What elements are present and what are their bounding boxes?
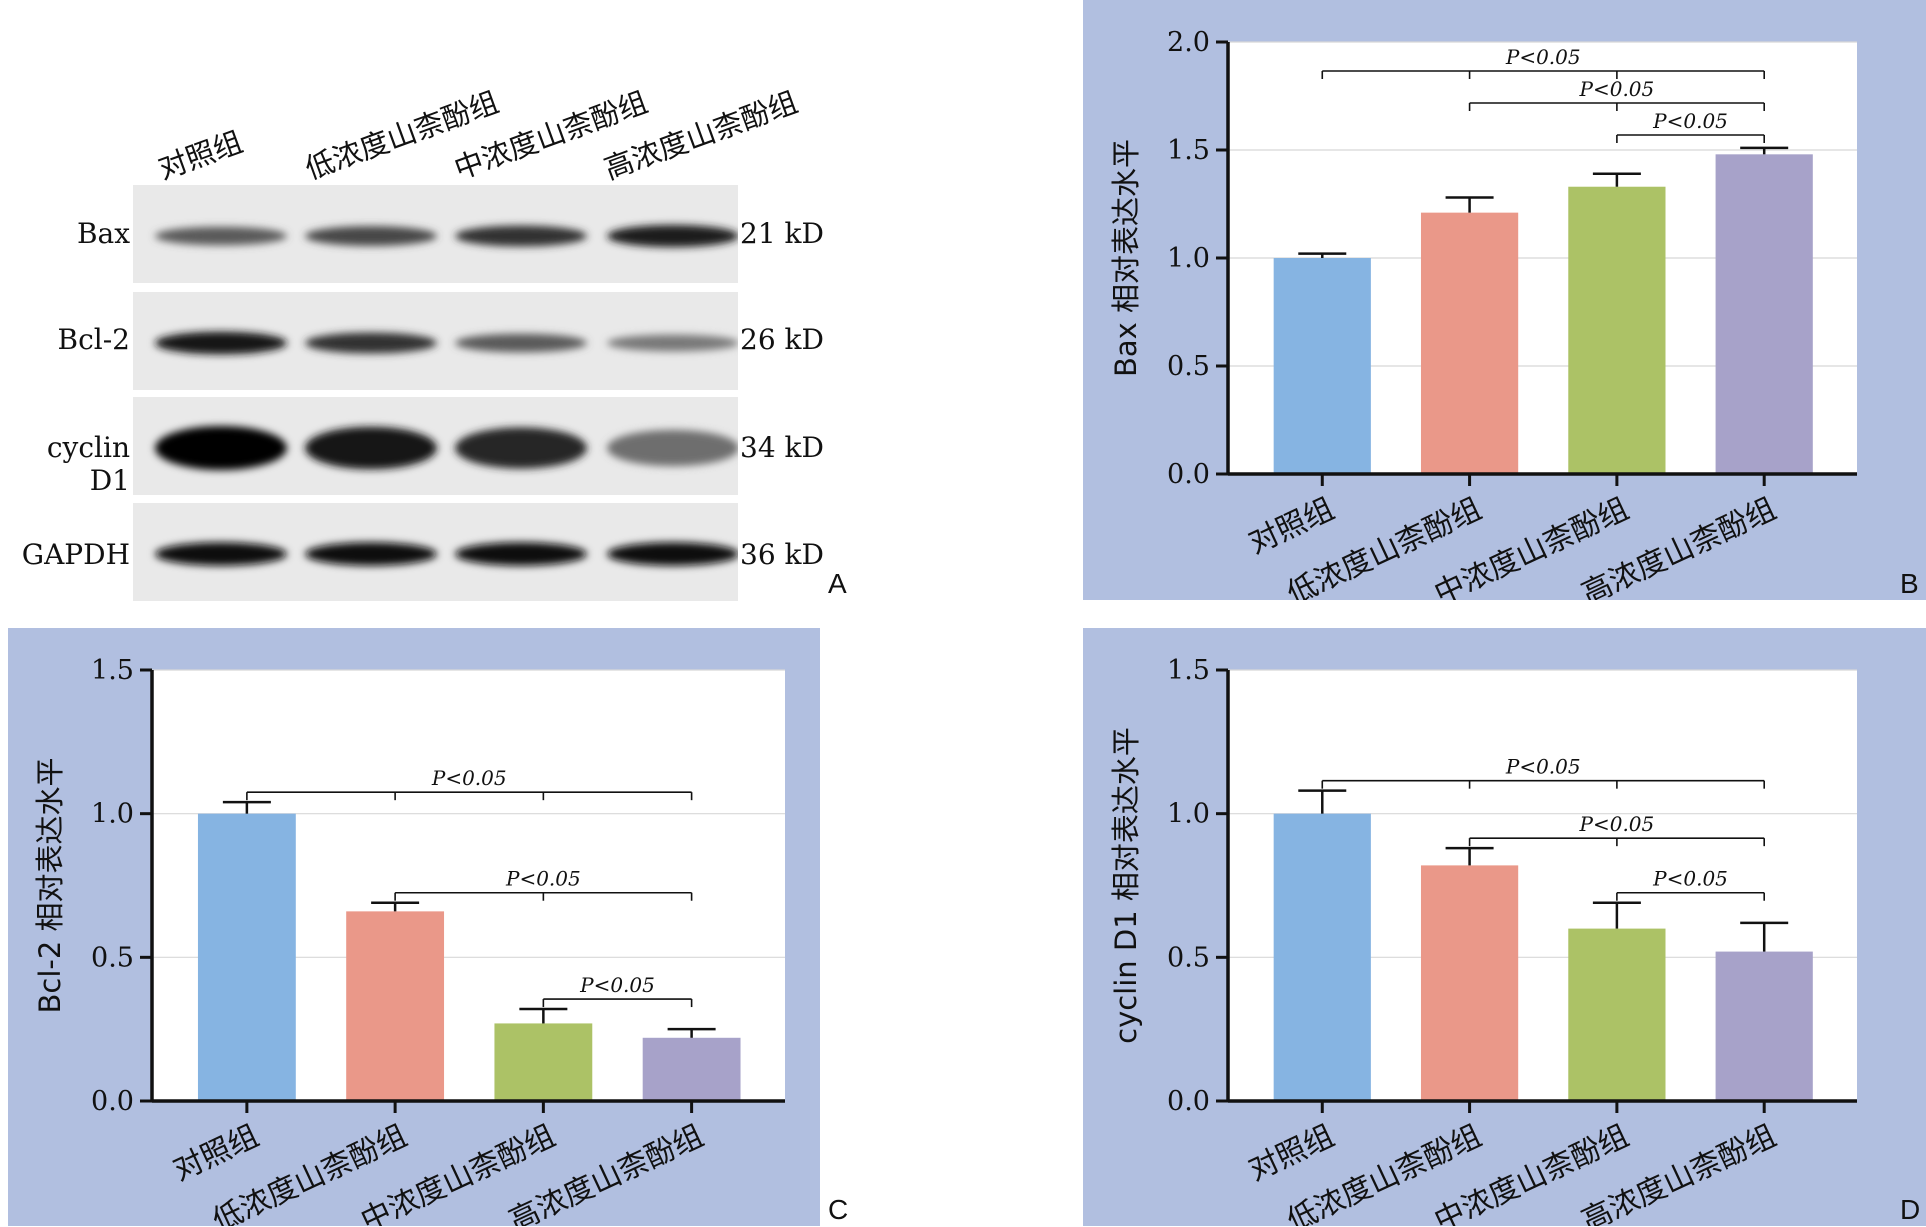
kd-label-bcl2: 26 kD — [740, 323, 824, 356]
blot-band — [455, 225, 587, 247]
blot-band — [155, 426, 287, 470]
x-tick-label: 对照组 — [1243, 1119, 1339, 1189]
blot-band — [155, 331, 287, 355]
band-label-gapdh: GAPDH — [21, 538, 130, 571]
blot-band — [607, 429, 738, 467]
bar — [1273, 258, 1371, 474]
significance-label: P<0.05 — [1652, 109, 1728, 133]
y-tick-label: 1.5 — [1167, 135, 1210, 166]
significance-label: P<0.05 — [579, 973, 655, 997]
y-tick-label: 1.5 — [91, 655, 134, 686]
blot-band — [305, 542, 437, 566]
y-tick-label: 2.0 — [1167, 27, 1210, 58]
significance-bracket: P<0.05 — [1616, 109, 1765, 143]
x-tick-label: 对照组 — [168, 1119, 264, 1189]
band-label-bax: Bax — [76, 217, 130, 250]
kd-label-cyclind1: 34 kD — [740, 431, 824, 464]
blot-strip-gapdh — [133, 503, 738, 601]
blot-strip-bcl2 — [133, 292, 738, 390]
significance-bracket: P<0.05 — [246, 766, 693, 801]
bar — [1420, 212, 1519, 474]
panel-letter-b: B — [1900, 568, 1919, 599]
bar — [1568, 186, 1666, 474]
significance-bracket: P<0.05 — [542, 973, 693, 1008]
band-label-cyclind1: cyclin D1 — [46, 431, 130, 497]
significance-bracket: P<0.05 — [394, 867, 693, 901]
y-tick-label: 0.0 — [1167, 1086, 1210, 1117]
bar — [1420, 865, 1519, 1101]
y-axis-label: Bcl-2 相对表达水平 — [33, 757, 67, 1013]
blot-band — [455, 542, 587, 566]
bar — [494, 1023, 593, 1101]
kd-label-gapdh: 36 kD — [740, 538, 824, 571]
bar — [197, 813, 296, 1101]
blot-band — [455, 427, 587, 469]
bar — [1715, 154, 1813, 474]
significance-bracket: P<0.05 — [1321, 755, 1765, 789]
blot-band — [155, 226, 287, 246]
bar — [1568, 928, 1666, 1101]
significance-label: P<0.05 — [1505, 45, 1581, 69]
significance-label: P<0.05 — [1579, 77, 1655, 101]
y-tick-label: 0.5 — [1167, 351, 1210, 382]
y-tick-label: 1.5 — [1167, 655, 1210, 686]
blot-strip-bax — [133, 185, 738, 283]
y-tick-label: 1.0 — [1167, 799, 1210, 830]
blot-band — [607, 542, 738, 566]
blot-band — [607, 334, 738, 352]
bar — [642, 1037, 741, 1101]
panel-letter-a: A — [828, 568, 847, 599]
y-tick-label: 1.0 — [91, 799, 134, 830]
bar — [1715, 951, 1813, 1101]
significance-label: P<0.05 — [505, 867, 581, 891]
y-tick-label: 1.0 — [1167, 243, 1210, 274]
cyclind1-bar-chart: 0.00.51.01.5对照组低浓度山柰酚组中浓度山柰酚组高浓度山柰酚组cycl… — [1109, 655, 1857, 1226]
kd-label-bax: 21 kD — [740, 217, 824, 250]
panel-letter-d: D — [1900, 1194, 1921, 1225]
significance-label: P<0.05 — [1652, 867, 1728, 891]
blot-band — [305, 332, 437, 354]
bcl2-bar-chart: 0.00.51.01.5对照组低浓度山柰酚组中浓度山柰酚组高浓度山柰酚组Bcl-… — [33, 655, 785, 1226]
y-tick-label: 0.0 — [91, 1086, 134, 1117]
bar — [346, 911, 445, 1101]
significance-label: P<0.05 — [431, 766, 507, 790]
significance-bracket: P<0.05 — [1468, 77, 1765, 111]
blot-band — [455, 333, 587, 353]
y-tick-label: 0.0 — [1167, 459, 1210, 490]
y-axis-label: cyclin D1 相对表达水平 — [1109, 727, 1143, 1044]
blot-band — [607, 224, 738, 248]
bax-bar-chart: 0.00.51.01.52.0对照组低浓度山柰酚组中浓度山柰酚组高浓度山柰酚组B… — [1109, 27, 1857, 600]
significance-bracket: P<0.05 — [1468, 812, 1765, 847]
blot-band — [155, 542, 287, 566]
significance-bracket: P<0.05 — [1321, 45, 1765, 79]
band-label-bcl2: Bcl-2 — [57, 323, 131, 356]
panel-letter-c: C — [828, 1194, 849, 1225]
y-tick-label: 0.5 — [1167, 942, 1210, 973]
significance-bracket: P<0.05 — [1616, 867, 1765, 901]
blot-band — [305, 226, 437, 246]
y-tick-label: 0.5 — [91, 942, 134, 973]
y-axis-label: Bax 相对表达水平 — [1109, 139, 1143, 377]
blot-strip-cyclind1 — [133, 397, 738, 495]
significance-label: P<0.05 — [1579, 812, 1655, 836]
x-tick-label: 对照组 — [1243, 492, 1339, 562]
lane-label: 对照组 — [153, 124, 248, 187]
blot-image — [133, 185, 738, 601]
bar — [1273, 813, 1371, 1101]
blot-band — [305, 426, 437, 470]
significance-label: P<0.05 — [1505, 755, 1581, 779]
